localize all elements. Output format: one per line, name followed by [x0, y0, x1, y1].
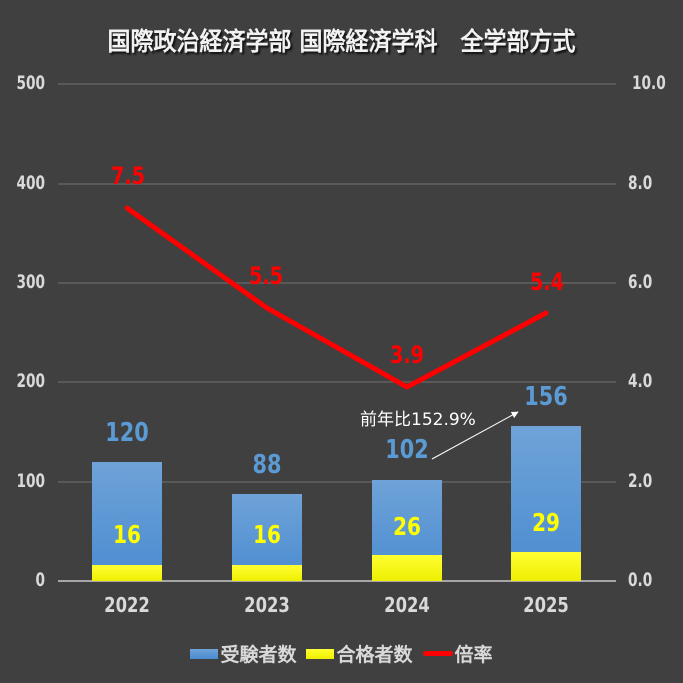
left-axis-tick: 500	[16, 72, 45, 94]
left-axis-tick: 200	[16, 370, 45, 392]
label-applicants-2024: 102	[385, 435, 429, 465]
x-label-2025: 2025	[523, 593, 569, 617]
label-passers-2022: 16	[113, 520, 141, 549]
chart-title: 国際政治経済学部 国際経済学科 全学部方式	[107, 27, 576, 56]
bar-applicants-2022	[92, 462, 162, 581]
bar-passers-2023	[232, 565, 302, 581]
label-applicants-2022: 120	[105, 418, 149, 448]
bar-passers-2025	[511, 552, 581, 581]
legend-swatch-red-line	[422, 651, 453, 656]
left-axis-tick: 100	[16, 470, 45, 492]
legend-item-applicants: 受験者数	[190, 640, 296, 667]
right-axis-tick: 4.0	[628, 370, 653, 392]
bar-passers-2024	[372, 555, 442, 581]
right-axis-tick: 2.0	[628, 470, 653, 492]
legend: 受験者数 合格者数 倍率	[0, 640, 683, 667]
left-axis-tick: 400	[16, 172, 45, 194]
left-axis-tick: 0	[35, 569, 45, 591]
label-passers-2023: 16	[253, 520, 281, 549]
right-axis-tick: 6.0	[628, 271, 653, 293]
legend-label-ratio: 倍率	[454, 644, 493, 666]
x-label-2024: 2024	[384, 593, 430, 617]
ratio-line	[124, 205, 549, 390]
annotation-arrow	[431, 411, 519, 460]
right-axis-tick: 10.0	[632, 72, 666, 94]
label-ratio-2022: 7.5	[110, 162, 145, 190]
label-applicants-2025: 156	[524, 382, 568, 412]
x-label-2023: 2023	[244, 593, 290, 617]
label-passers-2024: 26	[393, 512, 421, 541]
label-applicants-2023: 88	[252, 450, 282, 480]
legend-swatch-blue	[190, 648, 219, 659]
legend-item-passers: 合格者数	[306, 640, 413, 667]
legend-label-applicants: 受験者数	[220, 644, 297, 666]
legend-label-passers: 合格者数	[336, 644, 413, 666]
right-axis-tick: 8.0	[628, 172, 653, 194]
bar-passers-2022	[92, 565, 162, 581]
left-axis-tick: 300	[16, 271, 45, 293]
label-passers-2025: 29	[532, 508, 560, 537]
yoy-annotation: 前年比152.9%	[360, 410, 476, 430]
label-ratio-2024: 3.9	[389, 341, 424, 369]
x-label-2022: 2022	[104, 593, 150, 617]
label-ratio-2025: 5.4	[529, 268, 564, 296]
bars-applicants	[92, 426, 581, 581]
label-ratio-2023: 5.5	[248, 262, 283, 290]
legend-swatch-yellow	[306, 648, 335, 659]
legend-item-ratio: 倍率	[422, 640, 493, 667]
bars-passers	[92, 552, 581, 581]
right-axis-tick: 0.0	[628, 569, 653, 591]
